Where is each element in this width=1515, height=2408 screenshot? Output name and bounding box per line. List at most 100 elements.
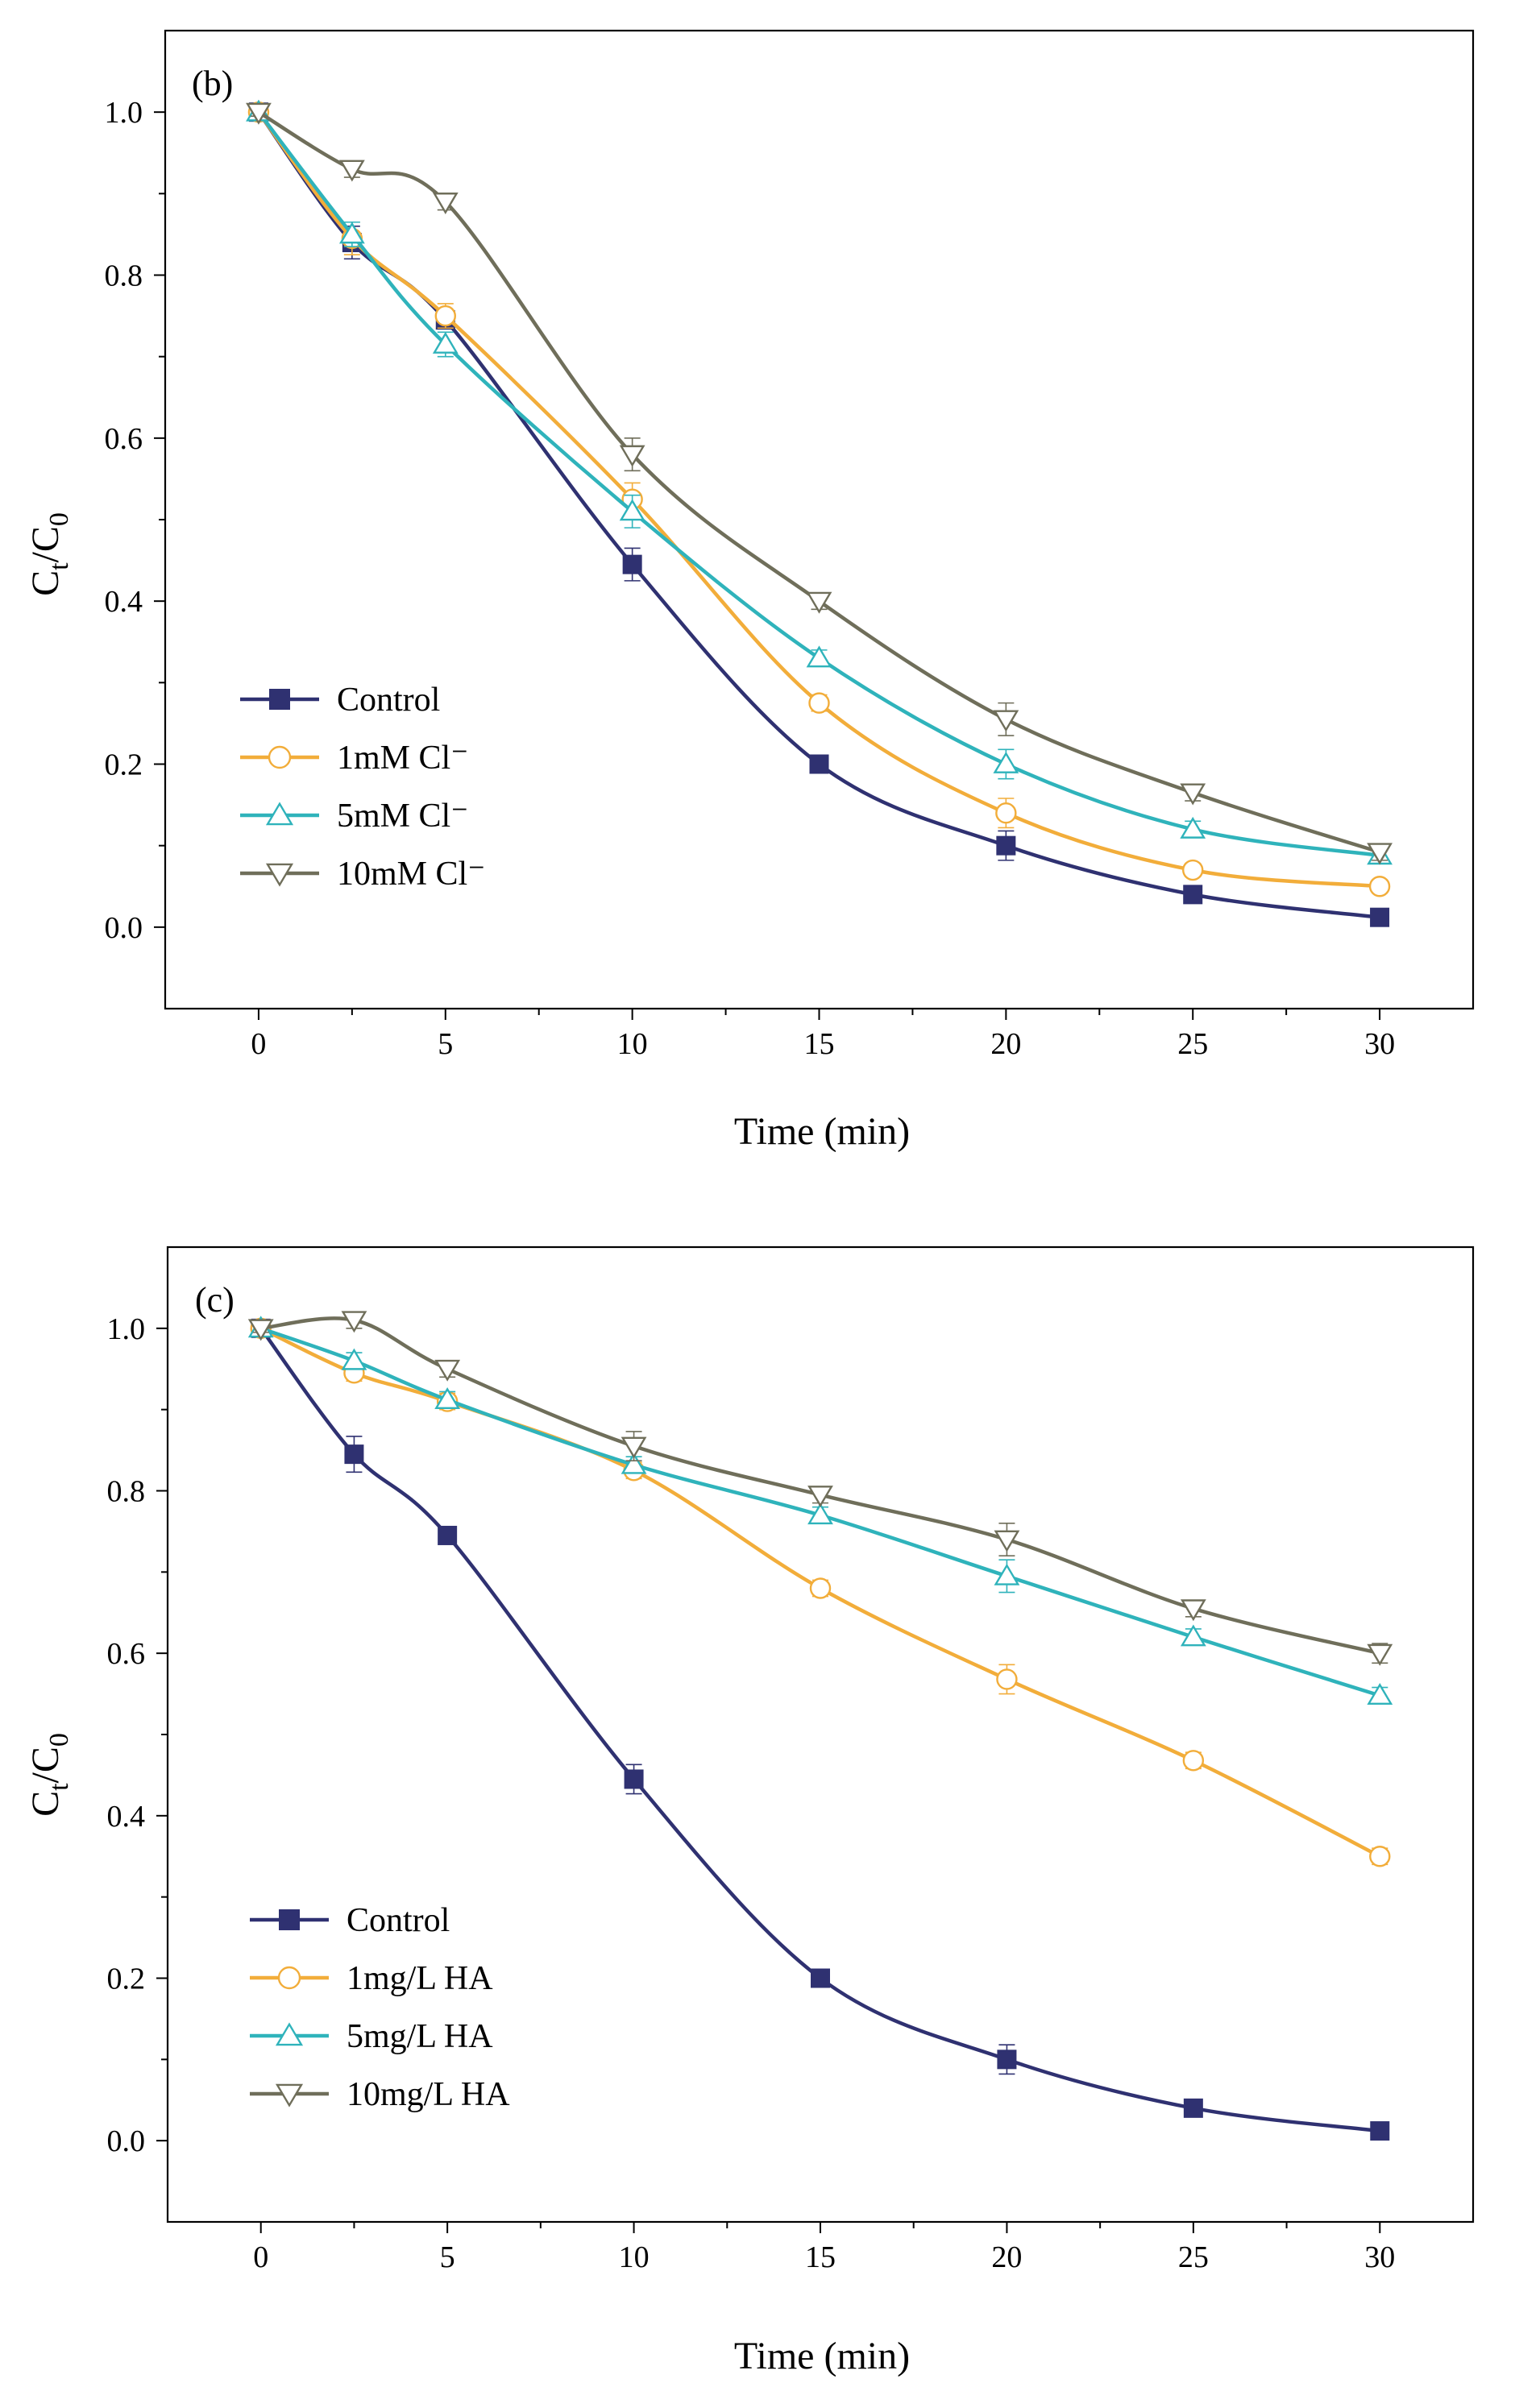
legend: Control 1mM Cl⁻ 5mM Cl⁻ 10mM Cl⁻ — [337, 682, 485, 893]
legend-marker — [268, 745, 292, 769]
x-tick-label: 15 — [805, 2240, 836, 2274]
x-tick-label: 15 — [804, 1027, 835, 1061]
data-point — [806, 591, 832, 614]
legend: Control 1mg/L HA 5mg/L HA 10mg/L HA — [347, 1902, 510, 2113]
y-tick-label: 0.6 — [105, 422, 143, 456]
legend-swatch — [250, 1909, 329, 1930]
y-tick-label: 1.0 — [107, 1312, 146, 1346]
y-tick-label: 1.0 — [105, 96, 143, 130]
data-point — [344, 1444, 364, 1465]
data-point — [434, 1387, 461, 1409]
y-tick-label: 0.0 — [107, 2124, 146, 2158]
y-tick-label: 0.8 — [107, 1475, 146, 1509]
y-tick-label: 0.4 — [105, 585, 143, 619]
series-4 — [247, 1311, 1393, 1666]
x-tick-label: 25 — [1178, 2240, 1209, 2274]
legend-label: 1mM Cl⁻ — [337, 740, 468, 777]
y-tick-label: 0.6 — [107, 1637, 146, 1671]
data-point — [432, 331, 459, 354]
x-tick-label: 0 — [251, 1027, 266, 1061]
x-tick-label: 20 — [990, 1027, 1021, 1061]
legend-marker — [265, 863, 294, 887]
legend-marker — [279, 1909, 300, 1930]
data-point — [1370, 907, 1390, 927]
data-point — [993, 710, 1019, 732]
data-point — [809, 754, 829, 774]
x-tick-label: 30 — [1364, 2240, 1395, 2274]
legend-marker — [275, 2022, 304, 2046]
data-point — [1183, 885, 1203, 905]
data-point — [1182, 859, 1204, 881]
series-line — [257, 110, 1380, 919]
series-line — [257, 110, 1380, 889]
data-point — [621, 1436, 647, 1459]
series-line — [257, 110, 1380, 858]
x-tick-label: 20 — [991, 2240, 1022, 2274]
legend-marker — [269, 689, 290, 710]
x-tick-labels: 0 5 10 15 20 25 30 — [253, 2240, 1395, 2274]
data-point — [1180, 783, 1206, 806]
data-point — [807, 1502, 833, 1525]
data-point — [1180, 1599, 1206, 1622]
data-point — [434, 305, 456, 327]
x-tick-label: 10 — [619, 2240, 650, 2274]
data-point — [997, 2049, 1017, 2070]
data-point — [338, 222, 365, 244]
x-tick-label: 10 — [617, 1027, 648, 1061]
data-point — [1369, 1846, 1391, 1867]
y-tick-label: 0.8 — [105, 259, 143, 293]
chart-panel-c: (c) Time (min) Ct/C0 0 5 10 15 20 25 30 … — [24, 1245, 1475, 2377]
data-point — [432, 193, 459, 215]
x-axis-title: Time (min) — [734, 2335, 910, 2377]
legend-label: Control — [337, 682, 440, 719]
data-point — [624, 1769, 644, 1789]
data-point — [1367, 1683, 1393, 1705]
series-line — [259, 1326, 1380, 1697]
data-point — [341, 1348, 367, 1370]
legend-label: 10mg/L HA — [347, 2076, 510, 2113]
x-tick-labels: 0 5 10 15 20 25 30 — [251, 1027, 1395, 1061]
series-4 — [246, 102, 1393, 865]
legend-label: 10mM Cl⁻ — [337, 856, 485, 893]
legend-swatch — [240, 745, 319, 769]
legend-label: Control — [347, 1902, 450, 1939]
legend-swatch — [250, 2022, 329, 2046]
legend-label: 5mg/L HA — [347, 2018, 493, 2055]
data-point — [1370, 2121, 1390, 2141]
legend-swatch — [240, 689, 319, 710]
legend-label: 1mg/L HA — [347, 1960, 493, 1997]
y-tick-label: 0.2 — [107, 1962, 146, 1996]
data-point — [807, 1486, 833, 1508]
y-tick-labels: 0.0 0.2 0.4 0.6 0.8 1.0 — [107, 1312, 146, 2158]
data-point — [1180, 1624, 1206, 1647]
series-3 — [247, 1316, 1393, 1705]
panel-label: (b) — [192, 64, 233, 103]
data-point — [993, 751, 1019, 773]
x-axis-title: Time (min) — [734, 1110, 910, 1153]
data-point — [622, 554, 642, 574]
series-line — [259, 1327, 1380, 2133]
data-point — [619, 499, 645, 521]
y-tick-label: 0.4 — [107, 1800, 146, 1834]
data-point — [341, 1311, 367, 1333]
data-point — [247, 1319, 274, 1341]
data-point — [438, 1525, 458, 1545]
data-point — [434, 1359, 461, 1382]
legend-marker — [265, 802, 294, 826]
x-tick-label: 5 — [440, 2240, 455, 2274]
data-point — [809, 1577, 832, 1599]
data-point — [1180, 816, 1206, 839]
series-3 — [246, 99, 1393, 865]
legend-label: 5mM Cl⁻ — [337, 798, 468, 835]
data-point — [1367, 1643, 1393, 1666]
series-2 — [250, 1317, 1391, 1867]
data-point — [1368, 876, 1391, 897]
x-tick-label: 25 — [1177, 1027, 1208, 1061]
data-point — [338, 160, 365, 182]
x-tick-label: 30 — [1364, 1027, 1395, 1061]
data-point — [808, 692, 830, 714]
legend-marker — [277, 1966, 301, 1990]
data-point — [995, 802, 1017, 824]
axes — [154, 29, 1475, 1020]
